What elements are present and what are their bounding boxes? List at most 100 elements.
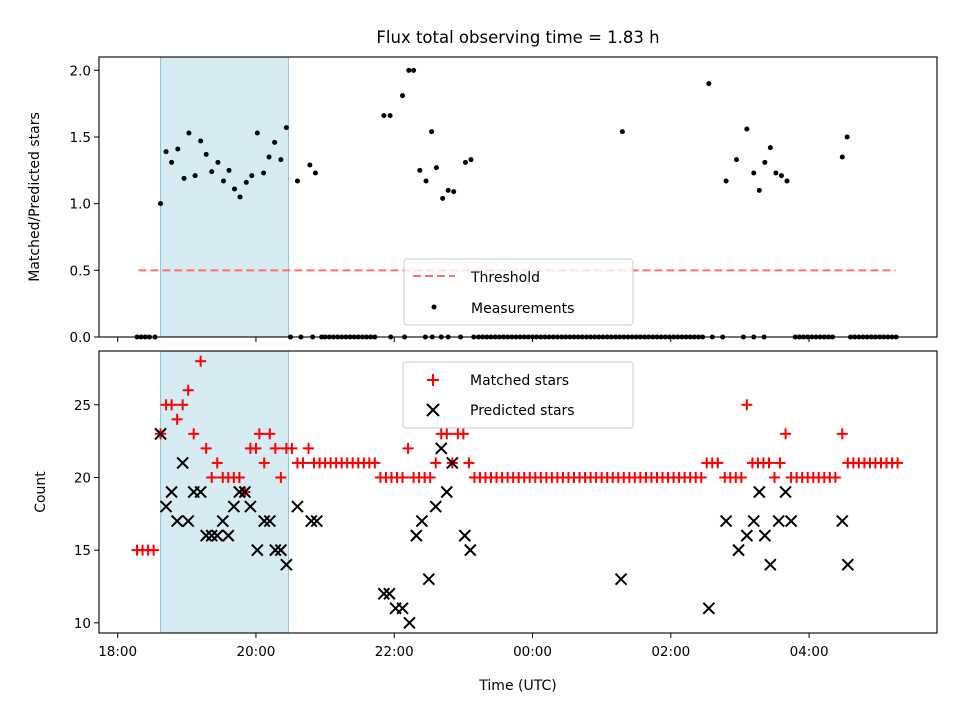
predicted-star-point [258,514,271,528]
predicted-star-point [396,602,409,615]
predicted-star-point [403,616,416,630]
predicted-star-point [458,529,471,542]
top-y-ticks: 0.0 0.5 1.0 1.5 2.0 [70,63,810,346]
predicted-star-point [269,543,282,557]
predicted-star-point [305,514,318,528]
measurement-point [181,175,187,181]
matched-legend-swatch [427,374,439,386]
matched-star-point [195,355,207,367]
matched-star-point [457,428,469,440]
measurement-point [254,130,260,136]
flux-ratio-panel: 0.0 0.5 1.0 1.5 2.0 Flux total observing tim… [27,28,938,346]
predicted-star-point [464,543,477,557]
threshold-legend-label: Threshold [470,270,540,286]
predicted-star-point [205,529,218,542]
matched-star-point [695,471,707,483]
measurement-point [192,173,198,179]
measurement-point [433,165,439,171]
predicted-star-point [764,558,777,571]
matched-star-point [402,442,414,454]
predicted-star-point [758,529,772,542]
measurement-point [163,149,169,155]
measurement-point [198,138,204,144]
measurement-point [220,178,226,184]
measurement-point [249,173,255,179]
predicted-star-point [227,500,241,513]
matched-star-point [769,471,781,483]
bottom-legend-box [402,361,634,429]
predicted-star-point [222,529,235,542]
matched-star-point [763,457,775,469]
bottom-axes-frame [98,350,938,634]
top-axes-frame [98,56,938,338]
measurement-point [243,179,249,185]
matched-star-point [211,457,223,469]
matched-star-point [200,442,212,454]
measurement-point [203,151,209,157]
top-legend-box [403,258,634,326]
matched-star-point [463,457,475,469]
measurement-point [400,93,406,99]
measurement-point [744,126,750,132]
x-tick-label: 18:00 [98,644,137,660]
x-tick-label: 00:00 [513,644,552,660]
measurement-point [723,178,729,184]
y-tick-label: 10 [74,616,91,632]
measurements-legend-swatch [431,304,437,310]
x-axis-label: Time (UTC) [478,678,556,694]
matched-star-point [253,428,265,440]
predicted-star-point [181,514,195,528]
top-plot-marks [134,67,899,340]
bottom-plot-marks [131,355,904,630]
top-legend: Threshold Measurements [403,258,634,326]
predicted-star-point [165,485,178,499]
predicted-star-point [410,529,423,542]
measurement-point [215,159,221,165]
predicted-star-point [753,485,766,499]
measurement-point [733,157,739,163]
measurement-point [237,194,243,200]
measurement-point [706,81,712,87]
predicted-star-point [263,514,276,528]
chart-title: Flux total observing time = 1.83 h [376,28,659,47]
matched-star-point [148,544,160,556]
predicted-star-point [772,514,785,528]
predicted-star-point [176,456,189,470]
predicted-star-point [216,514,229,528]
predicted-star-point [446,456,459,470]
observing-window-shade [160,56,289,338]
predicted-star-point [779,485,792,499]
measurement-point [784,178,790,184]
measurement-point [312,170,318,176]
predicted-star-point [702,602,716,615]
measurement-point [209,169,215,175]
measurements-legend-label: Measurements [471,301,574,317]
predicted-star-point [784,514,798,528]
matched-star-point [188,428,200,440]
measurement-point [261,170,267,176]
bottom-legend: Matched stars Predicted stars [402,361,634,429]
x-tick-label: 20:00 [236,644,275,660]
measurement-point [778,173,784,179]
predicted-star-point [614,573,628,586]
matched-star-point [774,457,786,469]
measurement-point [232,186,238,192]
measurement-point [619,129,625,135]
matched-star-point [206,471,218,483]
matched-star-point [829,471,841,483]
predicted-star-point [310,514,324,528]
predicted-star-point [199,529,213,542]
measurement-point [468,157,474,163]
predicted-star-point [238,485,252,499]
matched-star-point [250,442,262,454]
matched-star-point [741,399,753,411]
predicted-star-point [233,485,246,499]
y-tick-label: 20 [74,470,91,486]
predicted-star-point [291,500,304,513]
matched-star-point [712,457,724,469]
predicted-star-point [377,587,391,600]
measurement-point [169,159,175,165]
matched-star-point [166,399,178,411]
measurement-point [451,189,457,195]
matched-star-point [258,457,270,469]
